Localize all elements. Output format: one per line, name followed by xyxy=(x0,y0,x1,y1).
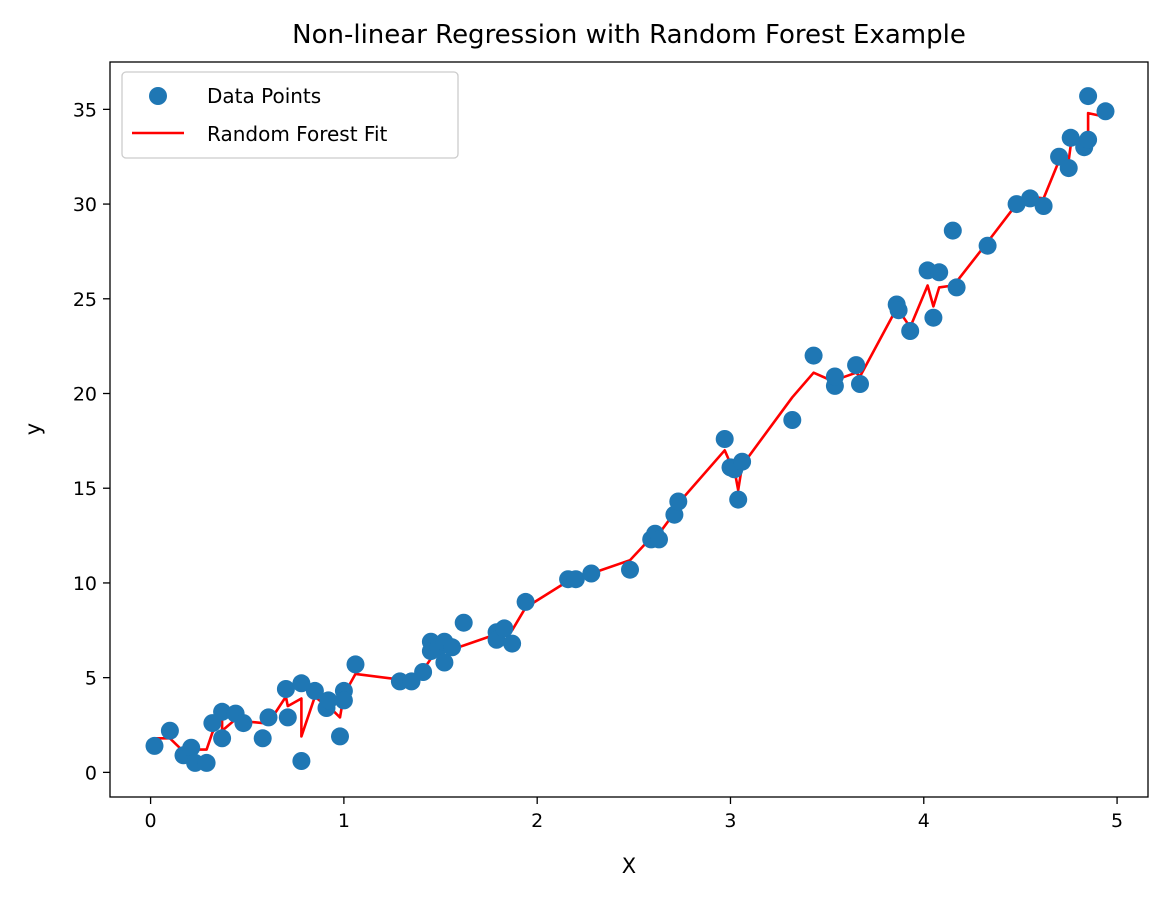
axes-frame xyxy=(109,61,1149,798)
x-tick-label: 2 xyxy=(531,810,543,832)
data-point xyxy=(331,727,349,746)
data-point xyxy=(1079,130,1098,149)
data-point xyxy=(1061,128,1080,147)
data-point xyxy=(495,619,514,638)
data-point xyxy=(978,236,997,255)
data-point xyxy=(443,638,462,657)
data-point xyxy=(566,570,585,589)
data-point xyxy=(889,301,908,320)
legend: Data Points Random Forest Fit xyxy=(121,71,459,159)
data-point xyxy=(1079,87,1098,106)
data-point xyxy=(145,736,164,755)
data-point xyxy=(930,263,949,282)
data-point xyxy=(947,278,966,297)
data-point xyxy=(783,411,802,429)
data-point xyxy=(234,714,253,733)
data-point xyxy=(804,346,823,365)
data-points-layer xyxy=(145,87,1115,772)
data-point xyxy=(1021,189,1040,208)
data-point xyxy=(292,752,311,770)
legend-label-data-points: Data Points xyxy=(207,84,321,108)
data-point xyxy=(1034,197,1053,215)
data-point xyxy=(213,729,232,748)
plot-area xyxy=(145,87,1115,772)
data-point xyxy=(334,691,353,710)
data-point xyxy=(650,530,668,549)
data-point xyxy=(160,721,179,740)
data-point xyxy=(346,655,365,674)
data-point xyxy=(213,702,232,721)
y-tick-label: 35 xyxy=(73,99,97,121)
data-point xyxy=(582,564,601,583)
data-point xyxy=(943,221,962,240)
data-point xyxy=(182,738,201,757)
data-point xyxy=(733,452,752,471)
data-point xyxy=(435,653,454,672)
data-point xyxy=(253,729,272,748)
data-point xyxy=(454,613,473,632)
legend-box xyxy=(121,71,459,159)
x-axis-ticks: 0 1 2 3 4 5 xyxy=(145,797,1123,832)
data-point xyxy=(259,708,278,727)
data-point xyxy=(1007,195,1026,214)
x-tick-label: 4 xyxy=(918,810,930,832)
x-tick-label: 3 xyxy=(724,810,736,832)
x-tick-label: 0 xyxy=(145,810,157,832)
data-point xyxy=(503,634,522,653)
y-tick-label: 10 xyxy=(73,573,97,595)
data-point xyxy=(276,680,295,698)
data-point xyxy=(825,367,844,386)
data-point xyxy=(197,753,216,772)
data-point xyxy=(516,592,535,611)
y-axis-label: y xyxy=(21,423,45,435)
y-tick-label: 15 xyxy=(73,478,97,500)
legend-label-fit-line: Random Forest Fit xyxy=(207,122,388,146)
x-tick-label: 5 xyxy=(1111,810,1123,832)
data-point xyxy=(278,708,297,727)
y-tick-label: 0 xyxy=(85,762,97,784)
data-point xyxy=(847,356,866,375)
y-tick-label: 20 xyxy=(73,384,97,406)
data-point xyxy=(924,308,943,327)
data-point xyxy=(292,674,311,693)
data-point xyxy=(1096,102,1115,121)
y-tick-label: 5 xyxy=(85,668,97,690)
x-tick-label: 1 xyxy=(338,810,350,832)
data-point xyxy=(851,375,869,393)
y-tick-label: 30 xyxy=(73,194,97,216)
data-point xyxy=(305,681,324,700)
data-point xyxy=(621,560,639,579)
data-point xyxy=(729,490,748,509)
data-point xyxy=(319,691,338,710)
chart-title: Non-linear Regression with Random Forest… xyxy=(292,20,966,50)
y-tick-label: 25 xyxy=(73,289,97,311)
data-point xyxy=(1059,159,1078,178)
legend-marker-data-points xyxy=(149,87,167,105)
data-point xyxy=(901,322,920,340)
data-point xyxy=(715,430,734,448)
data-point xyxy=(669,492,688,511)
x-axis-label: X xyxy=(622,854,636,878)
y-axis-ticks: 0 5 10 15 20 25 30 35 xyxy=(73,99,110,784)
data-point xyxy=(414,663,433,681)
